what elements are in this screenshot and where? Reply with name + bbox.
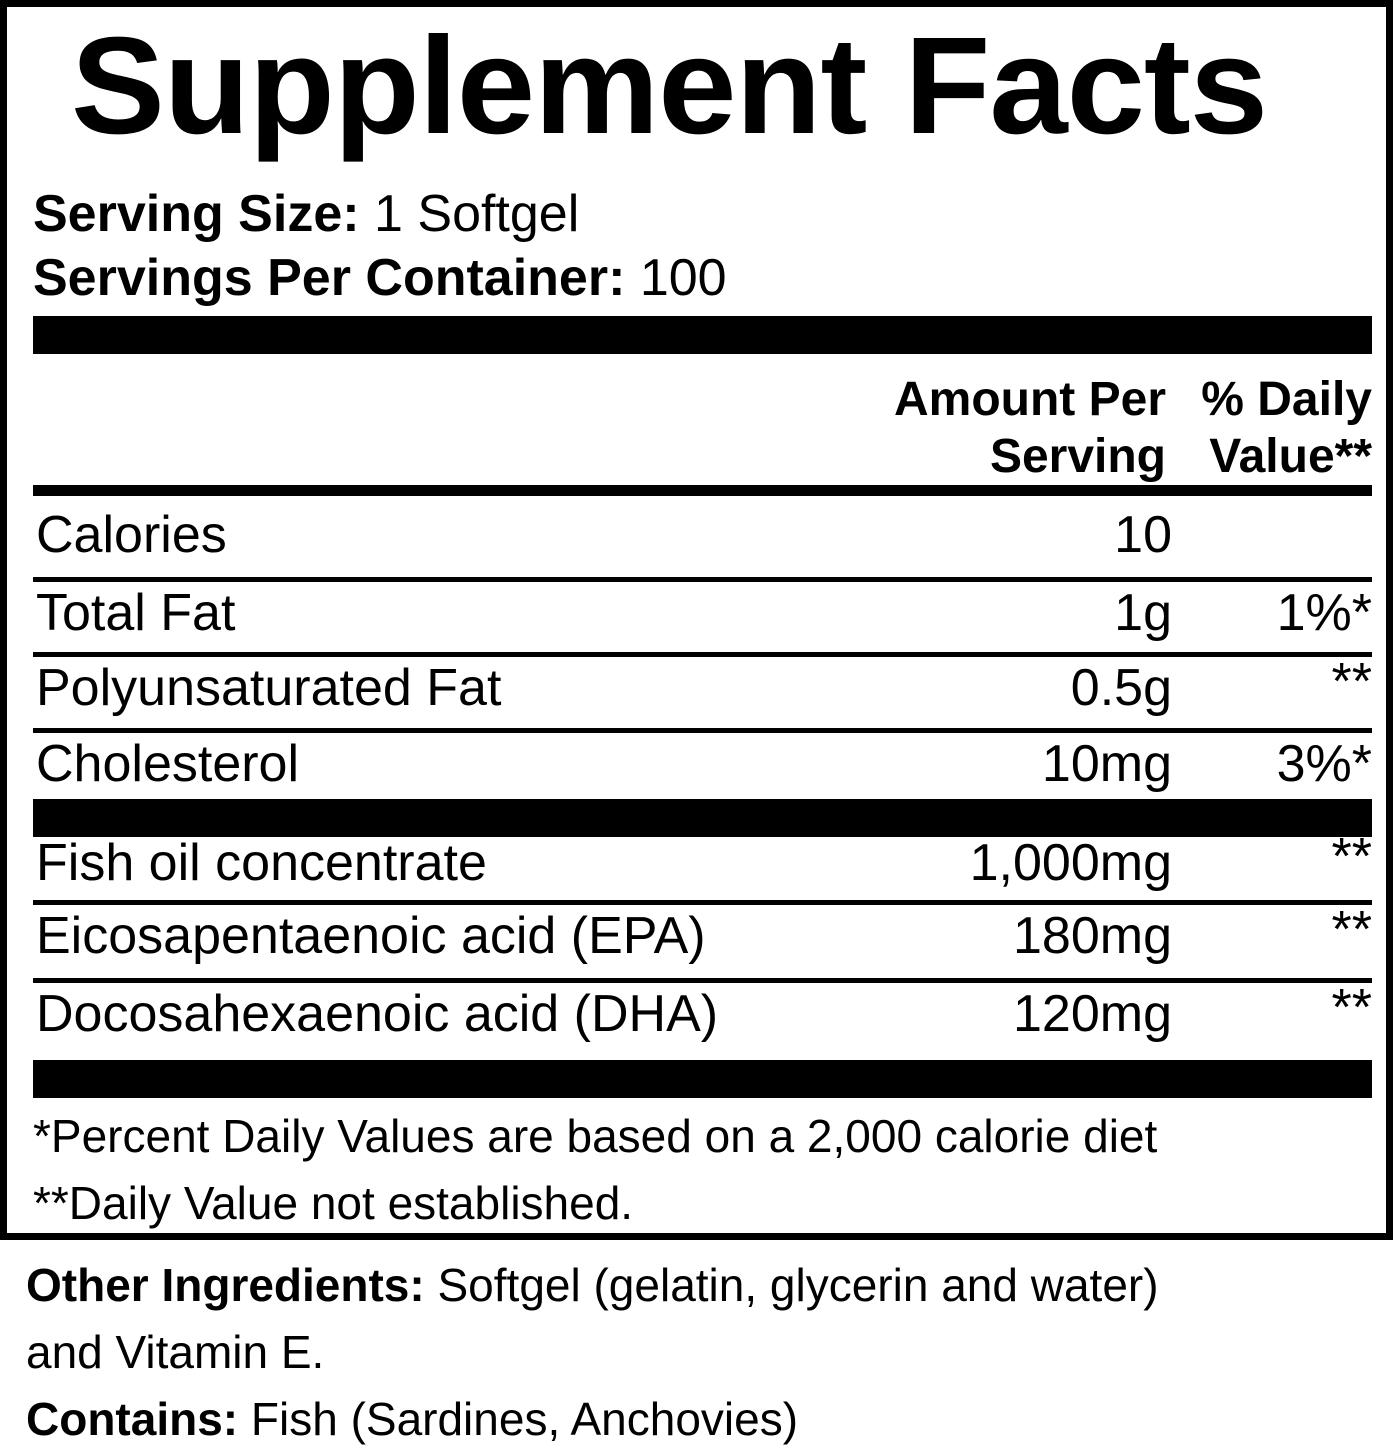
table-row: Cholesterol 10mg 3%* — [33, 730, 1372, 802]
contains-line: Contains: Fish (Sardines, Anchovies) — [26, 1386, 1366, 1453]
nutrient-name: Calories — [36, 506, 227, 564]
divider-under-headers — [33, 485, 1372, 496]
nutrient-daily-value: ** — [1331, 828, 1372, 886]
divider-thick-bottom — [33, 1060, 1372, 1098]
serving-size-label: Serving Size: — [33, 185, 360, 243]
table-row: Fish oil concentrate 1,000mg ** — [33, 829, 1372, 901]
servings-per-container-label: Servings Per Container: — [33, 249, 626, 307]
nutrient-daily-value: ** — [1331, 979, 1372, 1037]
servings-per-container-value: 100 — [639, 249, 727, 307]
other-ingredients-value-line1: Softgel (gelatin, glycerin and water) — [437, 1259, 1159, 1311]
nutrient-amount: 10 — [1114, 506, 1172, 564]
serving-size-value: 1 Softgel — [374, 185, 580, 243]
table-column-headers: Amount Per Serving % Daily Value** — [33, 371, 1372, 483]
nutrient-amount: 1,000mg — [969, 834, 1172, 892]
nutrient-name: Polyunsaturated Fat — [36, 659, 502, 717]
nutrient-amount: 10mg — [1041, 735, 1172, 793]
table-row: Eicosapentaenoic acid (EPA) 180mg ** — [33, 902, 1372, 974]
table-row: Polyunsaturated Fat 0.5g ** — [33, 654, 1372, 726]
divider-row — [33, 728, 1372, 733]
other-ingredients-line-1: Other Ingredients: Softgel (gelatin, gly… — [26, 1252, 1366, 1319]
divider-thick-top — [33, 316, 1372, 354]
panel-inner: Supplement Facts Serving Size: 1 Softgel… — [26, 7, 1372, 1233]
divider-row — [33, 652, 1372, 657]
serving-size-line: Serving Size: 1 Softgel — [33, 188, 579, 240]
table-row: Total Fat 1g 1%* — [33, 579, 1372, 651]
contains-label: Contains: — [26, 1393, 239, 1445]
footnote-percent-daily-value: *Percent Daily Values are based on a 2,0… — [33, 1110, 1158, 1162]
nutrient-name: Total Fat — [36, 584, 236, 642]
amount-per-serving-header: Amount Per Serving — [893, 373, 1166, 483]
nutrient-amount: 0.5g — [1070, 659, 1172, 717]
nutrient-daily-value: 3%* — [1276, 735, 1372, 793]
footnote-daily-value-not-established: **Daily Value not established. — [33, 1177, 634, 1229]
nutrient-amount: 180mg — [1013, 907, 1172, 965]
nutrient-amount: 1g — [1114, 584, 1172, 642]
servings-per-container-line: Servings Per Container: 100 — [33, 252, 727, 304]
nutrient-name: Fish oil concentrate — [36, 834, 487, 892]
page-title: Supplement Facts — [71, 9, 1268, 163]
other-ingredients-label: Other Ingredients: — [26, 1259, 425, 1311]
nutrient-name: Cholesterol — [36, 735, 300, 793]
divider-row — [33, 900, 1372, 905]
other-ingredients-block: Other Ingredients: Softgel (gelatin, gly… — [26, 1252, 1366, 1453]
nutrient-amount: 120mg — [1013, 985, 1172, 1043]
table-row: Calories 10 — [33, 501, 1372, 573]
divider-row — [33, 978, 1372, 983]
nutrient-daily-value: ** — [1331, 901, 1372, 959]
divider-row — [33, 577, 1372, 582]
nutrient-name: Docosahexaenoic acid (DHA) — [36, 985, 719, 1043]
daily-value-header: % Daily Value** — [1201, 373, 1372, 483]
divider-thick-middle — [33, 799, 1372, 837]
other-ingredients-line-2: and Vitamin E. — [26, 1326, 325, 1378]
nutrient-daily-value: ** — [1331, 653, 1372, 711]
supplement-facts-panel: Supplement Facts Serving Size: 1 Softgel… — [0, 0, 1393, 1240]
nutrient-name: Eicosapentaenoic acid (EPA) — [36, 907, 706, 965]
contains-value: Fish (Sardines, Anchovies) — [250, 1393, 799, 1445]
nutrient-daily-value: 1%* — [1276, 584, 1372, 642]
table-row: Docosahexaenoic acid (DHA) 120mg ** — [33, 980, 1372, 1052]
